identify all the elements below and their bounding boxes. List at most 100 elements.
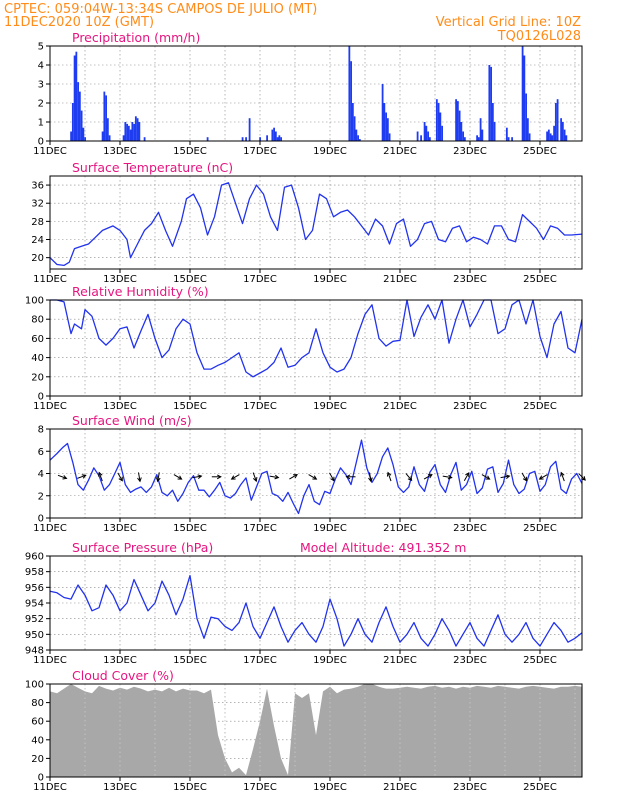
y-tick-label: 6 — [38, 447, 44, 458]
x-tick-label: 19DEC — [313, 274, 347, 285]
precip-bar — [388, 133, 391, 141]
humidity-title: Relative Humidity (%) — [72, 284, 209, 299]
x-tick-label: 15DEC — [173, 523, 207, 534]
x-tick-label: 23DEC — [453, 401, 487, 412]
x-tick-label: 17DEC — [243, 146, 277, 157]
precip-bar — [505, 127, 508, 141]
x-tick-label: 13DEC — [103, 782, 137, 793]
precip-bar — [103, 91, 106, 141]
wind-arrow-head — [118, 476, 123, 482]
y-tick-label: 8 — [38, 425, 44, 436]
precip-bar — [525, 93, 527, 141]
series-line — [49, 182, 583, 267]
y-tick-label: 24 — [31, 235, 44, 246]
precip-bar — [420, 135, 422, 141]
precip-bar — [439, 112, 442, 141]
series-line — [49, 574, 583, 647]
precip-bar — [71, 103, 74, 141]
x-tick-label: 17DEC — [243, 401, 277, 412]
precip-bar — [427, 131, 429, 141]
x-tick-label: 13DEC — [103, 401, 137, 412]
y-tick-label: 36 — [31, 181, 44, 192]
x-tick-label: 25DEC — [523, 274, 557, 285]
x-tick-label: 15DEC — [173, 401, 207, 412]
x-tick-label: 19DEC — [313, 401, 347, 412]
station-title: CPTEC: 059:04W-13:34S CAMPOS DE JULIO (M… — [4, 2, 317, 17]
wind-arrow-head — [98, 471, 103, 477]
precip-bar — [423, 122, 426, 141]
precip-bar — [549, 133, 552, 141]
precip-bar — [546, 131, 548, 141]
y-tick-label: 40 — [31, 353, 44, 364]
precip-bar — [554, 103, 557, 141]
precip-bar — [455, 99, 457, 141]
x-tick-label: 15DEC — [173, 655, 207, 666]
x-tick-label: 19DEC — [313, 782, 347, 793]
grid-note: Vertical Grid Line: 10Z — [436, 15, 581, 30]
precip-bar — [441, 125, 443, 141]
wind-arrow-shaft — [539, 474, 548, 480]
x-tick-label: 23DEC — [453, 655, 487, 666]
precip-bar — [425, 125, 428, 141]
x-tick-label: 21DEC — [383, 782, 417, 793]
precip-bar — [560, 118, 562, 141]
y-tick-label: 4 — [38, 61, 44, 72]
precip-bar — [350, 61, 352, 142]
wind-arrow-shaft — [117, 472, 123, 481]
x-tick-label: 21DEC — [383, 523, 417, 534]
cloud-cover-area — [50, 684, 582, 777]
precip-bar — [138, 122, 141, 141]
precipitation-panel: 11DEC 13DEC 15DEC 17DEC 19DEC 21DEC 23DEC 25DEC… — [33, 30, 583, 157]
precip-bar — [73, 55, 76, 141]
precip-bar — [266, 135, 268, 141]
wind-speed-line — [49, 439, 583, 515]
wind-arrow-shaft — [560, 472, 565, 482]
wind-arrow-shaft — [329, 472, 335, 481]
cloud-cover-frame — [49, 683, 583, 778]
pressure-panel: 11DEC 13DEC 15DEC 17DEC 19DEC 21DEC 23DEC 25DEC… — [25, 540, 583, 666]
wind-arrow-head — [505, 474, 511, 479]
wind-panel: 11DEC 13DEC 15DEC 17DEC 19DEC 21DEC 23DEC 25DEC… — [33, 413, 586, 534]
precip-bar — [456, 101, 459, 141]
wind-arrow-head — [407, 476, 413, 482]
x-tick-label: 19DEC — [313, 146, 347, 157]
precip-bar — [273, 127, 275, 141]
x-tick-label: 15DEC — [173, 782, 207, 793]
y-tick-label: 40 — [31, 735, 44, 746]
y-tick-label: 100 — [25, 680, 44, 691]
y-tick-label: 20 — [31, 253, 44, 264]
x-tick-label: 11DEC — [33, 274, 67, 285]
temperature-tick-labels: 11DEC 13DEC 15DEC 17DEC 19DEC 21DEC 23DEC 25DEC… — [31, 181, 557, 285]
humidity-series — [50, 299, 583, 378]
wind-arrow-head — [427, 474, 433, 479]
y-tick-label: 4 — [38, 469, 44, 480]
precip-bar — [357, 135, 359, 141]
precip-bar — [386, 118, 389, 141]
precip-bar — [551, 135, 554, 141]
precip-bar — [477, 137, 480, 141]
y-tick-label: 2 — [38, 491, 44, 502]
wind-direction-arrows — [57, 471, 586, 483]
wind-arrow-head — [312, 475, 318, 480]
precip-bar — [437, 103, 440, 141]
precip-bar — [274, 131, 277, 141]
x-tick-label: 17DEC — [243, 523, 277, 534]
y-tick-label: 80 — [31, 698, 44, 709]
wind-arrow-shaft — [405, 473, 412, 481]
y-tick-label: 954 — [25, 599, 44, 610]
wind-arrow-head — [485, 475, 491, 480]
y-tick-label: 0 — [38, 137, 44, 148]
precip-bar — [259, 137, 261, 141]
wind-arrow-shaft — [77, 474, 86, 479]
wind-arrow-head — [274, 474, 280, 480]
wind-arrow-head — [252, 477, 258, 483]
precip-bar — [70, 131, 72, 141]
precip-bar — [82, 127, 85, 141]
wind-arrow-head — [581, 476, 586, 481]
precip-bar — [458, 110, 461, 141]
temperature-title: Surface Temperature (nC) — [72, 160, 233, 175]
wind-arrow-shaft — [173, 474, 182, 480]
model-code: TQ0126L028 — [497, 29, 581, 44]
precip-bar — [129, 129, 132, 141]
